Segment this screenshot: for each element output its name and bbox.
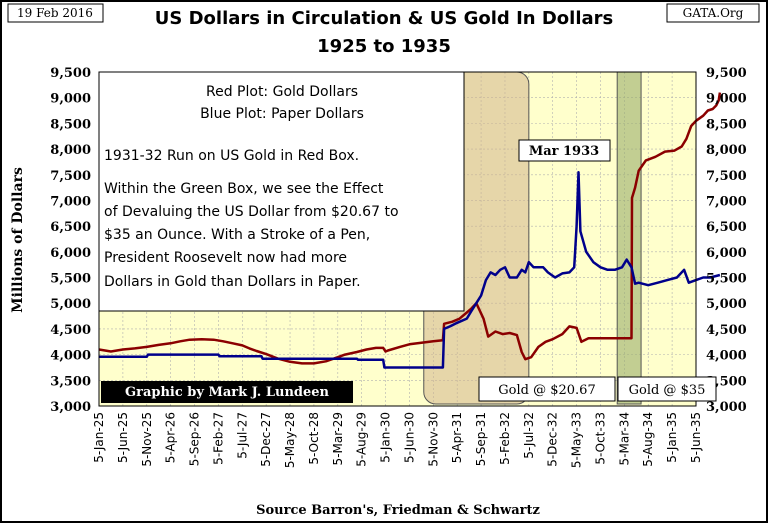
y-tick-label-right: 3,000 <box>706 400 747 415</box>
y-tick-label-right: 9,000 <box>706 92 747 107</box>
x-tick-label: 5-Aug-29 <box>355 412 369 467</box>
source-box <box>666 3 760 23</box>
effect-note-line2: of Devaluing the US Dollar from $20.67 t… <box>104 204 399 220</box>
y-tick-label-right: 7,000 <box>706 194 747 209</box>
legend-blue-entry: Blue Plot: Paper Dollars <box>200 106 364 122</box>
effect-note-line5: Dollars in Gold than Dollars in Paper. <box>104 274 361 290</box>
chart-title: US Dollars in Circulation & US Gold In D… <box>155 8 613 29</box>
y-tick-label-right: 9,500 <box>706 66 747 81</box>
credit-text: Graphic by Mark J. Lundeen <box>125 385 330 400</box>
gold-dollars-line <box>98 92 722 365</box>
source-label: GATA.Org <box>683 6 744 20</box>
x-tick-label: 5-Sep-31 <box>474 412 488 466</box>
y-tick-label-right: 8,000 <box>706 143 747 158</box>
x-tick-label: 5-Jun-30 <box>402 412 416 463</box>
series-layer <box>98 92 722 369</box>
gold-low-box <box>478 376 616 402</box>
credit-bar <box>101 381 353 403</box>
y-tick-label-left: 6,000 <box>50 246 91 261</box>
y-tick-label-left: 6,500 <box>50 220 91 235</box>
x-tick-label: 5-Apr-31 <box>450 412 464 463</box>
y-tick-label-left: 4,500 <box>50 323 91 338</box>
x-tick-label: 5-Jan-25 <box>92 412 106 463</box>
effect-note-line1: Within the Green Box, we see the Effect <box>104 181 384 197</box>
x-tick-label: 5-May-28 <box>283 412 297 468</box>
y-tick-label-left: 9,500 <box>50 66 91 81</box>
x-tick-label: 5-Mar-29 <box>331 412 345 465</box>
x-tick-label: 5-Nov-25 <box>140 412 154 467</box>
y-tick-label-left: 8,500 <box>50 117 91 132</box>
gold-high-label: Gold @ $35 <box>629 383 706 398</box>
x-tick-label: 5-Feb-27 <box>211 412 225 465</box>
y-axis-title: Millions of Dollars <box>10 167 26 313</box>
x-tick-label: 5-Oct-28 <box>307 412 321 465</box>
y-axis-left: 3,000 3,500 4,000 4,500 5,000 5,500 6,000 6,500… <box>50 66 91 415</box>
x-tick-label: 5-Jan-35 <box>665 412 679 463</box>
y-tick-label-right: 6,500 <box>706 220 747 235</box>
x-tick-label: 5-May-33 <box>570 412 584 468</box>
y-tick-label-left: 5,000 <box>50 297 91 312</box>
x-tick-label: 5-Jul-32 <box>522 412 536 459</box>
y-tick-label-right: 5,000 <box>706 297 747 312</box>
x-tick-label: 5-Jul-27 <box>235 412 249 459</box>
legend-red-entry: Red Plot: Gold Dollars <box>206 84 358 100</box>
y-tick-label-left: 4,000 <box>50 349 91 364</box>
x-tick-label: 5-Feb-32 <box>498 412 512 465</box>
y-tick-label-right: 7,500 <box>706 169 747 184</box>
y-tick-label-left: 8,000 <box>50 143 91 158</box>
effect-note-line3: $35 an Ounce. With a Stroke of a Pen, <box>104 227 370 243</box>
y-tick-label-right: 5,500 <box>706 272 747 287</box>
paper-dollars-line <box>99 170 721 369</box>
x-tick-label: 5-Nov-30 <box>426 412 440 467</box>
run-note: 1931-32 Run on US Gold in Red Box. <box>104 148 359 164</box>
y-tick-label-right: 4,500 <box>706 323 747 338</box>
x-tick-label: 5-Aug-34 <box>641 412 655 467</box>
x-axis: 5-Jan-25 5-Jun-25 5-Nov-25 5-Apr-26 5-Sep-26… <box>92 412 703 468</box>
x-tick-label: 5-Dec-27 <box>259 412 273 467</box>
chart-subtitle: 1925 to 1935 <box>317 36 451 57</box>
x-tick-label: 5-Jun-25 <box>116 412 130 463</box>
x-tick-label: 5-Dec-32 <box>546 412 560 467</box>
gold-high-box <box>617 376 717 402</box>
y-tick-label-right: 6,000 <box>706 246 747 261</box>
y-tick-label-right: 4,000 <box>706 349 747 364</box>
y-tick-label-left: 7,000 <box>50 194 91 209</box>
effect-note-line4: President Roosevelt now had more <box>104 250 347 266</box>
green-box-devaluation <box>616 71 642 405</box>
x-tick-label: 5-Oct-33 <box>593 412 607 465</box>
x-axis-title: Source Barron's, Friedman & Schwartz <box>256 503 540 518</box>
legend-box <box>98 71 465 312</box>
date-label: 19 Feb 2016 <box>17 6 93 20</box>
x-tick-label: 5-Jun-35 <box>689 412 703 463</box>
y-tick-label-right: 8,500 <box>706 117 747 132</box>
y-tick-label-left: 3,000 <box>50 400 91 415</box>
x-tick-label: 5-Jan-30 <box>379 412 393 463</box>
x-tick-label: 5-Mar-34 <box>617 412 631 465</box>
x-tick-label: 5-Apr-26 <box>164 412 178 463</box>
gold-low-label: Gold @ $20.67 <box>498 383 595 398</box>
peak-label-box <box>518 139 611 162</box>
y-tick-label-left: 5,500 <box>50 272 91 287</box>
y-tick-label-left: 7,500 <box>50 169 91 184</box>
y-tick-label-left: 3,500 <box>50 374 91 389</box>
y-tick-label-left: 9,000 <box>50 92 91 107</box>
peak-label: Mar 1933 <box>529 144 599 159</box>
date-box <box>7 3 104 23</box>
x-tick-label: 5-Sep-26 <box>188 412 202 466</box>
legend-border <box>98 71 465 312</box>
